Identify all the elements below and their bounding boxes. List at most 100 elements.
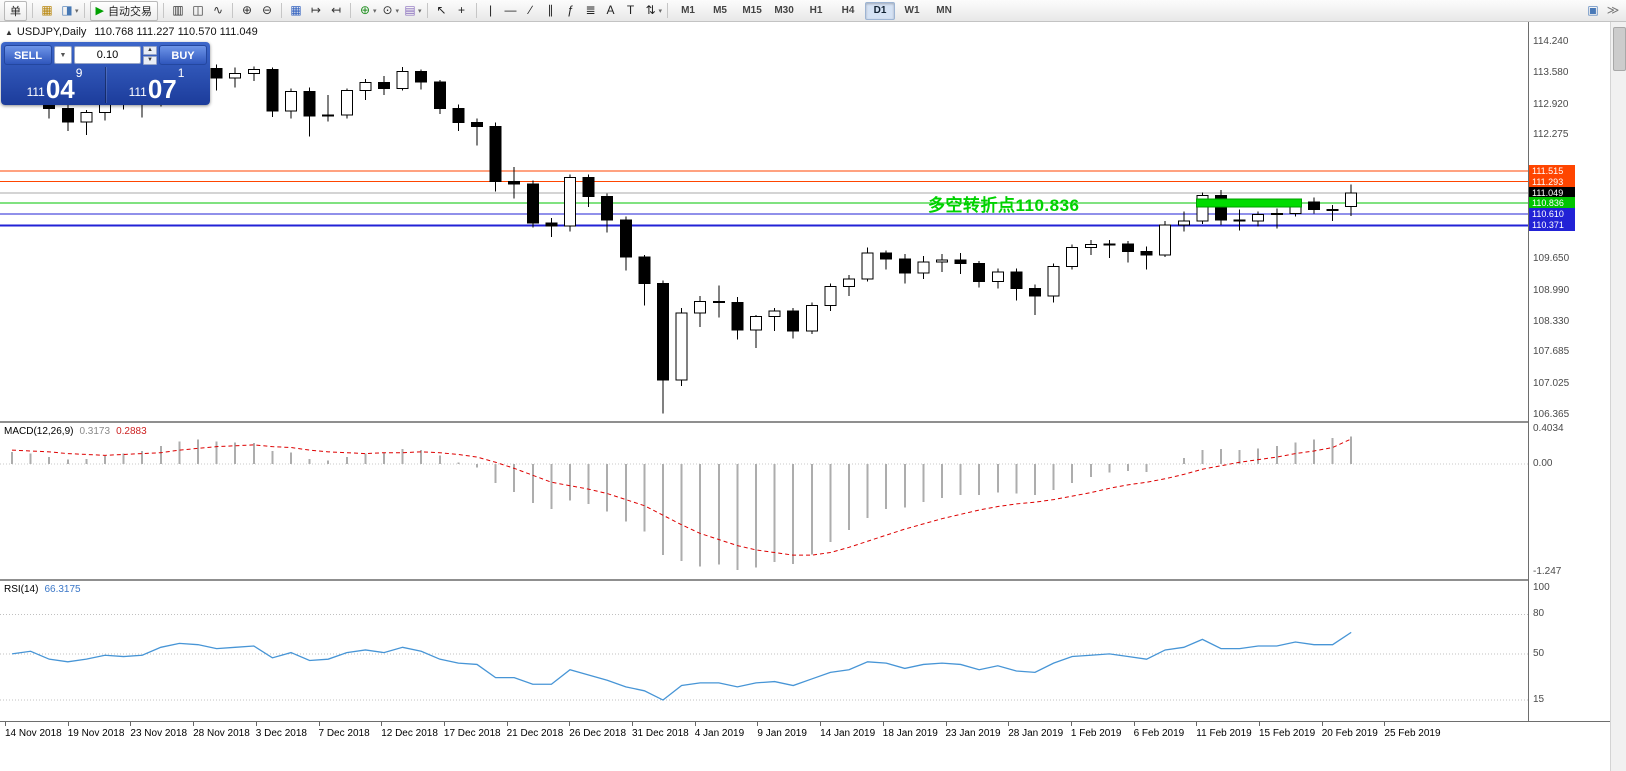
auto-scroll-icon[interactable]: ↦: [310, 2, 322, 17]
price-axis-label: 113.580: [1533, 67, 1569, 79]
tile-windows-icon[interactable]: ▦: [290, 2, 302, 17]
toolbar-overflow-icon[interactable]: ≫: [1606, 2, 1620, 17]
candle-body: [229, 73, 242, 79]
timeframe-button-M1[interactable]: M1: [681, 4, 695, 16]
price-axis-label: 108.990: [1533, 284, 1570, 296]
templates-icon[interactable]: ▤: [404, 2, 416, 17]
candle-body: [1215, 194, 1227, 221]
date-axis-tick: [193, 722, 195, 726]
timeframe-button-M15[interactable]: M15: [742, 4, 762, 16]
date-axis[interactable]: 14 Nov 2018 19 Nov 2018 23 Nov 2018 28 Nov …: [0, 721, 1610, 771]
timeframe-button-M5[interactable]: M5: [713, 4, 727, 16]
panel-splitter-rsi[interactable]: [0, 579, 1610, 581]
macd-indicator-panel[interactable]: MACD(12,26,9) 0.3173 0.2883: [0, 423, 1528, 579]
candle-body: [675, 312, 688, 381]
main-toolbar: 单 ▦ ◨ ▾ ▶ 自动交易 ▥ ◫ ∿ ⊕ ⊖ ▦ ↦ ↤ ⊕ ▾ ⊙ ▾ ▤ ▾ ↖ + | — ∕ ∥ ƒ ≣ A T ⇅ ▾ M1 M5 M…: [0, 0, 1626, 22]
date-axis-label: 21 Dec 2018: [506, 728, 564, 739]
arrows-icon[interactable]: ⇅: [645, 2, 656, 17]
candle-body: [657, 283, 669, 381]
candle-body: [266, 68, 279, 112]
candle-body: [489, 125, 502, 182]
candle-body: [1103, 243, 1116, 246]
periods-icon[interactable]: ⊙: [382, 2, 393, 17]
buy-price-display[interactable]: 111 07 1: [105, 67, 207, 103]
date-axis-label: 26 Dec 2018: [569, 728, 627, 739]
timeframe-button-M30[interactable]: M30: [774, 4, 794, 16]
text-label-icon[interactable]: T: [626, 2, 635, 17]
rsi-indicator-panel[interactable]: RSI(14) 66.3175: [0, 581, 1528, 721]
vertical-line-icon[interactable]: |: [488, 2, 493, 17]
channel-icon[interactable]: ∥: [547, 2, 554, 17]
candle-body: [61, 107, 74, 123]
candlestick-chart-icon[interactable]: ◫: [192, 2, 204, 17]
bar-chart-icon[interactable]: ▥: [172, 2, 184, 17]
date-axis-label: 15 Feb 2019: [1259, 728, 1316, 739]
chart-window: ▲ USDJPY,Daily 110.768 111.227 110.570 111…: [0, 22, 1626, 771]
timeframe-button-W1[interactable]: W1: [904, 4, 920, 16]
crosshair-icon[interactable]: +: [458, 2, 466, 17]
text-icon[interactable]: A: [606, 2, 615, 17]
level-price-tag: 111.293: [1529, 175, 1575, 188]
candle-body: [1196, 194, 1209, 222]
chart-shift-icon[interactable]: ↤: [330, 2, 342, 17]
rsi-axis-label: 100: [1533, 582, 1550, 593]
timeframe-button-H1[interactable]: H1: [809, 4, 823, 16]
macd-chart-svg[interactable]: [0, 423, 1528, 579]
date-axis-tick: [255, 722, 257, 726]
date-axis-label: 23 Nov 2018: [130, 728, 188, 739]
date-axis-label: 19 Nov 2018: [67, 728, 125, 739]
indicators-icon[interactable]: ⊕: [359, 2, 371, 17]
date-axis-tick: [820, 722, 822, 726]
candle-body: [415, 70, 428, 83]
timeframe-button-D1[interactable]: D1: [865, 1, 896, 20]
scrollbar-thumb[interactable]: [1613, 27, 1626, 71]
sell-price-prefix: 111: [26, 85, 45, 99]
lot-stepper: ▲ ▼: [143, 46, 157, 65]
new-order-button[interactable]: 单: [4, 0, 27, 21]
lot-dropdown[interactable]: ▼: [54, 46, 72, 64]
auto-trading-button[interactable]: ▶ 自动交易: [89, 0, 158, 21]
buy-button[interactable]: BUY: [159, 45, 207, 65]
cursor-icon[interactable]: ↖: [436, 2, 447, 17]
profiles-icon-dropdown[interactable]: ▾: [75, 7, 79, 15]
indicators-icon-dropdown[interactable]: ▾: [372, 7, 377, 15]
shapes-icon[interactable]: ≣: [585, 2, 596, 17]
price-axis-label: 114.240: [1533, 36, 1569, 47]
symbol-period-label: USDJPY,Daily: [16, 26, 87, 38]
sell-price-big: 04: [45, 73, 75, 104]
profiles-icon[interactable]: ◨: [61, 2, 73, 17]
panel-splitter-macd[interactable]: [0, 421, 1610, 423]
zoom-in-icon[interactable]: ⊕: [241, 2, 253, 17]
rsi-chart-svg[interactable]: [0, 581, 1528, 721]
level-price-tag: 111.515: [1529, 165, 1575, 178]
lot-increase-button[interactable]: ▲: [143, 46, 157, 55]
line-chart-icon[interactable]: ∿: [212, 2, 224, 17]
rsi-value: 66.3175: [44, 584, 81, 595]
price-axis[interactable]: 114.240 113.580 112.920 112.275 109.650 108.9…: [1528, 22, 1610, 721]
horizontal-line-icon[interactable]: —: [504, 2, 517, 17]
new-window-icon[interactable]: ▣: [1587, 2, 1599, 17]
periods-icon-dropdown[interactable]: ▾: [395, 7, 400, 15]
lot-size-input[interactable]: 0.10: [74, 46, 141, 64]
price-axis-label: 106.365: [1533, 408, 1570, 420]
zoom-out-icon[interactable]: ⊖: [261, 2, 273, 17]
new-chart-icon[interactable]: ▦: [41, 2, 53, 17]
candle-body: [340, 89, 353, 116]
date-axis-tick: [569, 722, 571, 726]
candle-body: [824, 285, 837, 306]
trendline-icon[interactable]: ∕: [529, 2, 532, 17]
timeframe-button-MN[interactable]: MN: [936, 4, 952, 16]
price-chart-panel[interactable]: ▲ USDJPY,Daily 110.768 111.227 110.570 111…: [0, 22, 1528, 421]
one-click-collapse-icon[interactable]: ▲: [5, 28, 13, 37]
templates-icon-dropdown[interactable]: ▾: [418, 7, 422, 15]
timeframe-button-H4[interactable]: H4: [841, 4, 855, 16]
arrows-icon-dropdown[interactable]: ▾: [658, 7, 663, 15]
price-chart-svg[interactable]: [0, 22, 1528, 421]
sell-button[interactable]: SELL: [4, 45, 52, 65]
fibonacci-icon[interactable]: ƒ: [567, 2, 574, 17]
date-axis-label: 4 Jan 2019: [694, 728, 745, 739]
sell-price-display[interactable]: 111 04 9: [4, 67, 105, 103]
lot-decrease-button[interactable]: ▼: [143, 56, 157, 65]
vertical-scrollbar[interactable]: [1610, 22, 1626, 771]
